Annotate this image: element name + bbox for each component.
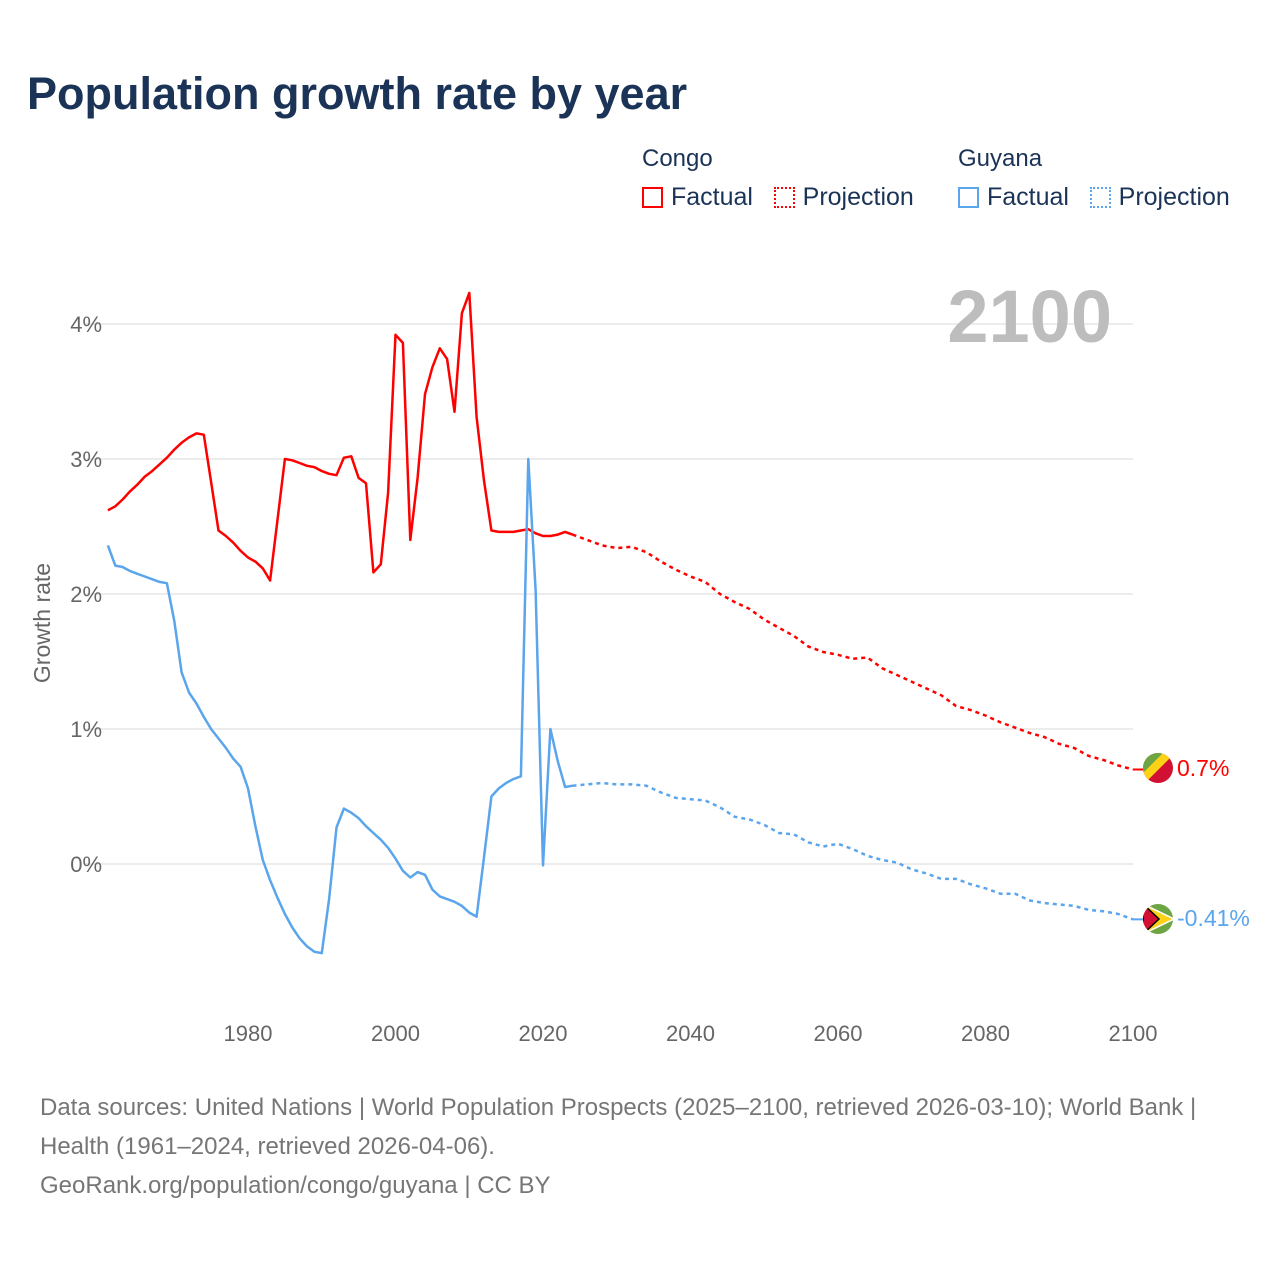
congo-flag-icon	[1143, 753, 1173, 783]
legend-swatch-dotted	[1089, 187, 1111, 208]
legend-congo-factual[interactable]: Factual	[642, 183, 753, 212]
legend-congo: Congo Factual Projection	[642, 145, 928, 215]
legend-swatch-solid	[642, 187, 663, 208]
x-tick-label: 1980	[224, 1021, 273, 1046]
congo-projection-line	[572, 533, 1134, 771]
legend-label: Projection	[1118, 183, 1230, 211]
congo-end-value: 0.7%	[1177, 755, 1229, 781]
chart-title: Population growth rate by year	[27, 68, 688, 119]
y-axis-label: Growth rate	[29, 563, 55, 683]
y-tick-label: 3%	[70, 447, 102, 472]
legend-label: Factual	[987, 183, 1069, 211]
credit-link[interactable]: GeoRank.org/population/congo/guyana | CC…	[40, 1172, 551, 1199]
legend-swatch-dotted	[773, 187, 795, 208]
legend-congo-projection[interactable]: Projection	[773, 183, 914, 212]
legend-group-name: Congo	[642, 145, 713, 172]
y-tick-label: 0%	[70, 852, 102, 877]
guyana-projection-line	[572, 781, 1134, 921]
legend-group-name: Guyana	[958, 145, 1043, 172]
x-tick-label: 2100	[1109, 1021, 1158, 1046]
legend-label: Projection	[802, 183, 914, 211]
x-tick-label: 2040	[666, 1021, 715, 1046]
legend-swatch-solid	[958, 187, 979, 208]
legend-guyana: Guyana Factual Projection	[958, 145, 1230, 215]
guyana-factual-line	[106, 457, 573, 955]
guyana-flag-icon	[1143, 904, 1173, 934]
legend-label: Factual	[671, 183, 753, 211]
congo-factual-line	[107, 291, 573, 582]
y-tick-label: 1%	[70, 717, 102, 742]
x-tick-label: 2020	[519, 1021, 568, 1046]
y-tick-label: 4%	[70, 312, 102, 337]
footer: Data sources: United Nations | World Pop…	[40, 1088, 1240, 1205]
y-tick-label: 2%	[70, 582, 102, 607]
x-tick-label: 2000	[371, 1021, 420, 1046]
data-sources: Data sources: United Nations | World Pop…	[40, 1094, 1197, 1160]
x-tick-label: 2080	[961, 1021, 1010, 1046]
legend-guyana-factual[interactable]: Factual	[958, 183, 1069, 212]
guyana-end-value: -0.41%	[1177, 905, 1250, 931]
current-year-label: 2100	[947, 275, 1112, 358]
legend-guyana-projection[interactable]: Projection	[1089, 183, 1230, 212]
x-tick-label: 2060	[814, 1021, 863, 1046]
